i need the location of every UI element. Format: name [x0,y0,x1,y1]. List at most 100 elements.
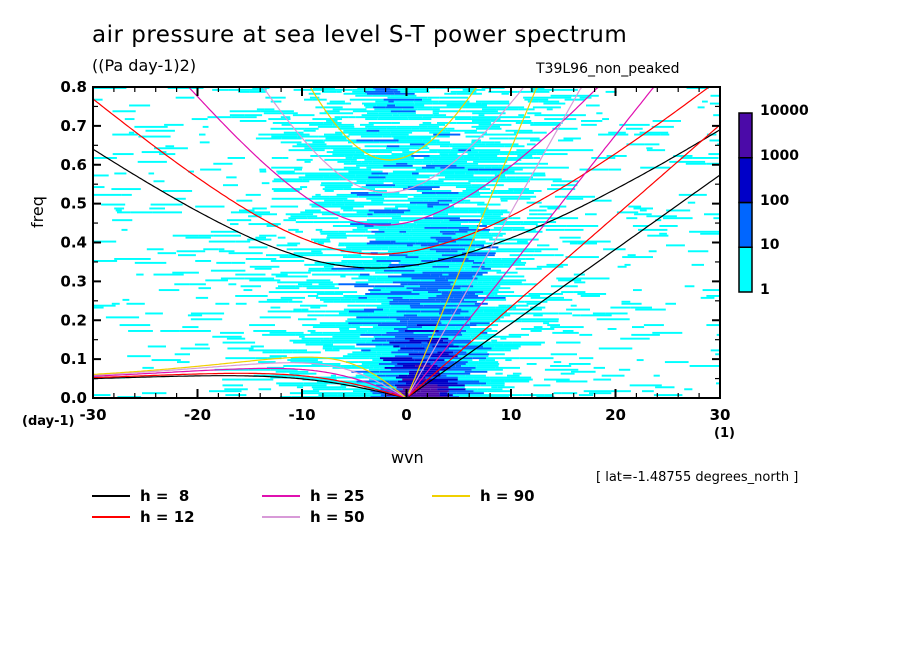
heatmap-cell [414,269,443,272]
heatmap-cell [400,263,420,266]
heatmap-cell [450,283,468,286]
heatmap-cell [646,149,666,152]
heatmap-cell [388,100,394,103]
heatmap-cell [467,293,476,295]
heatmap-cell [348,141,380,144]
heatmap-cell [465,110,498,113]
heatmap-cell [174,197,186,200]
heatmap-cell [411,291,428,294]
heatmap-cell [296,158,313,161]
heatmap-cell [343,256,376,259]
heatmap-cell [323,139,357,142]
heatmap-cell [351,370,380,373]
heatmap-cell [114,207,125,210]
heatmap-cell [569,242,578,245]
heatmap-cell [485,359,495,362]
heatmap-cell [669,160,678,163]
heatmap-cell [323,265,334,268]
heatmap-cell [389,254,408,257]
heatmap-cell [152,211,182,214]
heatmap-cell [321,145,353,148]
heatmap-cell [384,281,393,284]
heatmap-cell [408,353,433,356]
heatmap-cell [471,314,504,317]
heatmap-cell [385,374,399,377]
legend-label: h = 25 [310,487,365,505]
heatmap-cell [124,118,135,121]
rossby-curve-h90 [92,356,407,399]
heatmap-cell [368,192,376,194]
heatmap-cell [341,213,368,216]
heatmap-cell [432,217,460,220]
heatmap-cell [401,273,431,276]
heatmap-cell [598,347,633,350]
heatmap-cell [438,100,470,103]
heatmap-cell [405,308,440,311]
heatmap-cell [368,162,397,165]
heatmap-cell [236,199,253,202]
heatmap-cell [402,151,421,154]
y-tick-label: 0.1 [60,350,87,368]
heatmap-cell [298,122,324,124]
heatmap-cell [322,90,337,93]
kelvin-curve-h90 [408,86,545,394]
heatmap-cell [462,349,477,352]
heatmap-cell [507,168,523,171]
heatmap-cell [314,365,341,367]
heatmap-cell [497,386,515,389]
heatmap-cell [358,361,392,364]
heatmap-cell [445,333,463,336]
heatmap-cell [433,361,455,364]
heatmap-cell [516,318,529,321]
heatmap-cell [414,337,430,340]
heatmap-cell [432,112,439,115]
heatmap-cell [242,219,252,222]
heatmap-cell [382,328,394,330]
heatmap-cell [314,201,336,204]
heatmap-cell [426,378,458,381]
heatmap-cell [227,157,245,159]
heatmap-cell [322,347,333,350]
heatmap-cell [334,326,342,329]
heatmap-cell [378,363,398,365]
heatmap-cell [547,188,567,191]
heatmap-cell [273,178,303,181]
heatmap-cell [105,316,140,319]
heatmap-cell [448,273,483,276]
heatmap-cell [558,279,582,282]
heatmap-cell [355,116,379,119]
heatmap-cell [687,201,696,204]
heatmap-cell [306,287,339,290]
heatmap-cell [445,129,455,132]
heatmap-cell [437,324,446,327]
heatmap-cell [347,318,364,321]
heatmap-cell [544,118,577,121]
heatmap-cell [403,365,416,367]
heatmap-cell [648,250,657,253]
heatmap-cell [553,361,562,364]
heatmap-cell [581,123,597,126]
heatmap-cell [495,306,517,309]
heatmap-cell [407,320,441,323]
heatmap-cell [278,285,296,288]
heatmap-cell [467,230,489,233]
heatmap-cell [180,347,210,350]
heatmap-cell [309,211,340,214]
heatmap-cell [312,326,335,329]
heatmap-cell [371,265,381,268]
heatmap-cell [441,291,449,294]
heatmap-cell [304,160,311,163]
heatmap-cell [142,392,167,395]
y-tick-label: 0.5 [60,195,87,213]
heatmap-cell [455,261,473,264]
heatmap-cell [376,306,411,309]
heatmap-cell [547,324,560,327]
heatmap-cell [366,166,389,169]
heatmap-cell [362,351,377,354]
heatmap-cell [440,372,471,375]
heatmap-cell [402,296,414,299]
heatmap-cell [344,230,366,233]
heatmap-cell [371,347,401,350]
heatmap-cell [624,263,631,266]
heatmap-cell [589,392,612,395]
